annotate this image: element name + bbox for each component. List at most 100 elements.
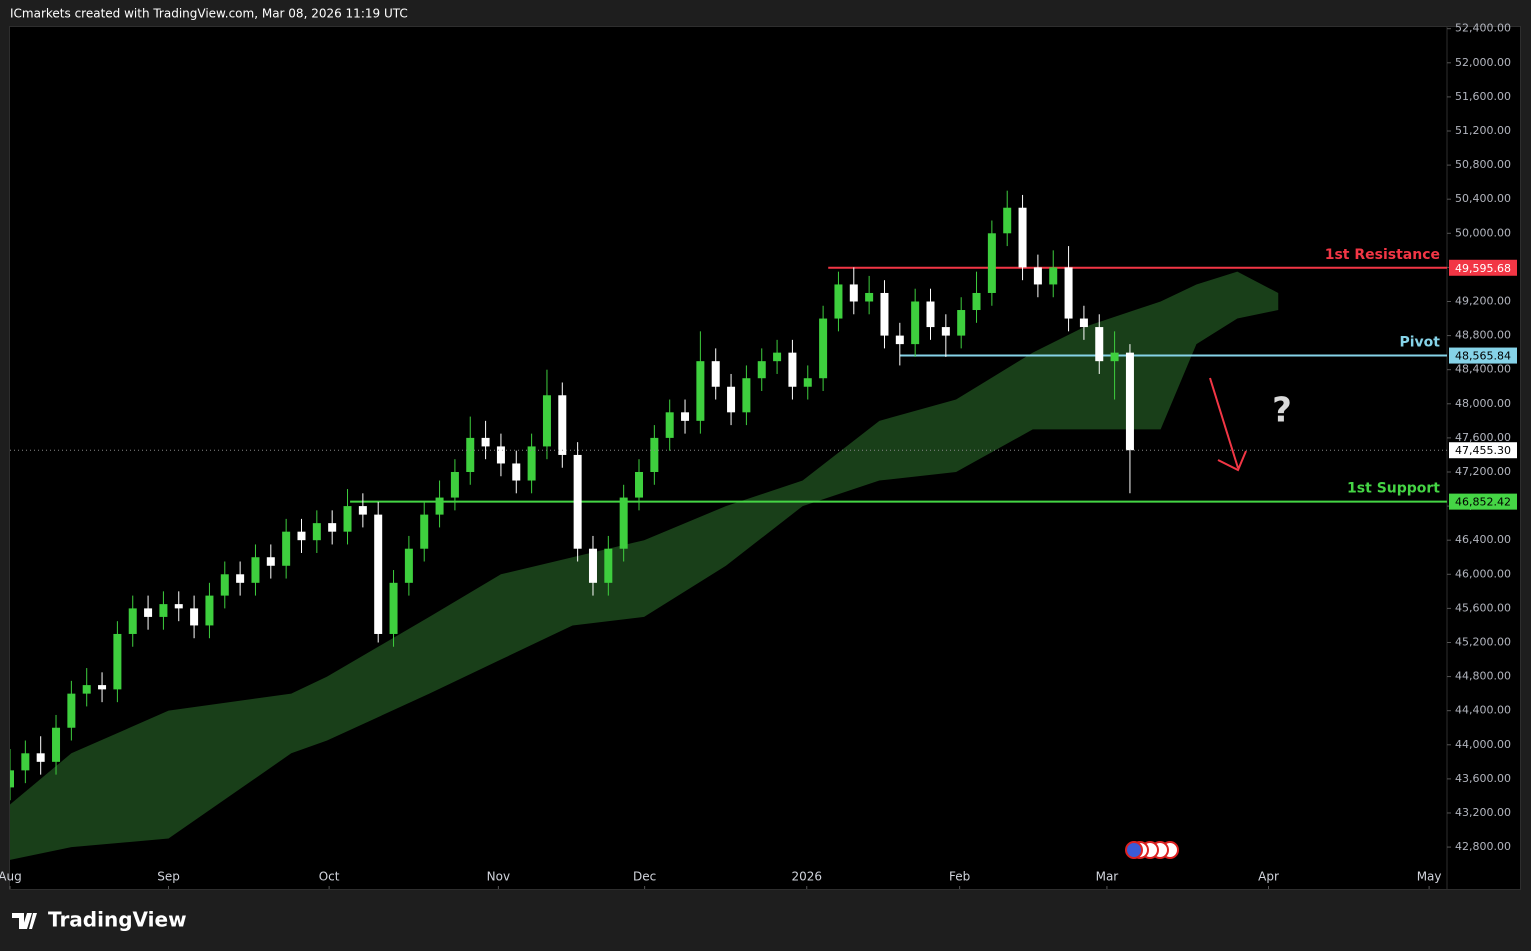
candle-body — [788, 352, 797, 387]
candle-body — [174, 604, 183, 609]
candle-body — [865, 292, 874, 302]
candle-body — [1079, 318, 1088, 328]
y-tick-label: 42,800.00 — [1455, 840, 1511, 853]
candle-body — [849, 284, 858, 302]
candle-body — [159, 604, 168, 617]
candle-body — [128, 608, 137, 634]
y-tick-label: 48,000.00 — [1455, 397, 1511, 410]
candle-body — [711, 361, 720, 387]
y-tick-label: 49,200.00 — [1455, 294, 1511, 307]
candle-body — [1064, 267, 1073, 319]
candle-body — [880, 292, 889, 336]
candle-body — [404, 548, 413, 583]
candle-body — [527, 446, 536, 481]
candle-body — [282, 531, 291, 566]
y-tick-label: 47,200.00 — [1455, 465, 1511, 478]
y-tick-label: 50,800.00 — [1455, 158, 1511, 171]
level-name: Pivot — [1400, 335, 1441, 351]
candle-body — [190, 608, 199, 626]
candle-body — [67, 693, 76, 728]
level-price-label: 46,852.42 — [1455, 496, 1511, 509]
candle-body — [542, 395, 551, 447]
candle-body — [665, 412, 674, 438]
last-price-label: 47,455.30 — [1455, 444, 1511, 457]
candle-body — [481, 437, 490, 447]
level-name: 1st Support — [1347, 481, 1440, 497]
candle-body — [834, 284, 843, 319]
arrow-head — [1217, 450, 1247, 472]
level-price-box — [1449, 347, 1517, 364]
candle-body — [1095, 327, 1104, 362]
x-tick-label: Nov — [487, 870, 510, 884]
ichimoku-cloud — [10, 271, 1279, 860]
y-tick-label: 48,400.00 — [1455, 363, 1511, 376]
y-tick-label: 44,800.00 — [1455, 670, 1511, 683]
x-tick-label: Apr — [1258, 870, 1279, 884]
candle-body — [972, 292, 981, 311]
y-tick-label: 51,200.00 — [1455, 124, 1511, 137]
candle-body — [650, 437, 659, 472]
x-tick-label: Dec — [633, 870, 656, 884]
candle-body — [727, 386, 736, 413]
y-tick-label: 43,600.00 — [1455, 772, 1511, 785]
header-text: ICmarkets created with TradingView.com, … — [10, 7, 408, 21]
y-tick-label: 44,000.00 — [1455, 738, 1511, 751]
logo-text: TradingView — [48, 908, 187, 932]
level-price-box — [1449, 493, 1517, 510]
candle-body — [343, 506, 352, 532]
y-tick-label: 46,400.00 — [1455, 533, 1511, 546]
candle-body — [450, 471, 459, 498]
candle-body — [681, 412, 690, 421]
candle-body — [466, 437, 475, 472]
y-tick-label: 44,400.00 — [1455, 704, 1511, 717]
candle-body — [374, 514, 383, 634]
candle-body — [588, 548, 597, 583]
arrow-shaft — [1209, 377, 1239, 469]
level-price-box — [1449, 259, 1517, 276]
candle-body — [205, 595, 214, 626]
level-price-label: 48,565.84 — [1455, 350, 1511, 363]
candle-body — [696, 361, 705, 421]
candle-body — [389, 582, 398, 634]
candle-body — [1033, 267, 1042, 285]
candle-body — [558, 395, 567, 455]
candle-body — [113, 633, 122, 690]
candle-body — [803, 378, 812, 387]
candle-body — [1018, 207, 1027, 268]
candle-body — [773, 352, 782, 362]
candle-body — [911, 301, 920, 345]
last-price-box — [1449, 442, 1517, 459]
down-arrow — [1209, 377, 1247, 472]
candle-body — [1110, 352, 1119, 362]
candle-body — [420, 514, 429, 549]
axes: 1st Resistance Pivot 1st Support 42,800.00 4… — [0, 22, 1517, 889]
candle-body — [819, 318, 828, 379]
candle-body — [742, 378, 751, 413]
candle-body — [941, 327, 950, 336]
y-tick-label: 45,200.00 — [1455, 635, 1511, 648]
candle-body — [987, 233, 996, 293]
candle-body — [10, 770, 14, 788]
x-tick-label: May — [1417, 870, 1442, 884]
event-flags — [1125, 841, 1179, 859]
question-mark: ? — [1272, 391, 1292, 431]
y-tick-label: 51,600.00 — [1455, 90, 1511, 103]
candle-body — [895, 335, 904, 345]
y-tick-label: 48,800.00 — [1455, 329, 1511, 342]
candle-body — [496, 446, 505, 464]
candle-body — [1049, 267, 1058, 285]
y-tick-label: 52,400.00 — [1455, 22, 1511, 35]
candle-body — [926, 301, 935, 328]
candle-body — [635, 471, 644, 498]
candle-body — [82, 685, 91, 694]
candle-body — [251, 557, 260, 583]
y-tick-label: 50,000.00 — [1455, 226, 1511, 239]
level-name: 1st Resistance — [1325, 247, 1440, 263]
footer-logo: TradingView — [12, 908, 187, 932]
x-tick-label: Feb — [949, 870, 970, 884]
y-tick-label: 52,000.00 — [1455, 56, 1511, 69]
y-tick-label: 45,600.00 — [1455, 601, 1511, 614]
y-tick-label: 46,000.00 — [1455, 567, 1511, 580]
candle-body — [1125, 352, 1134, 451]
